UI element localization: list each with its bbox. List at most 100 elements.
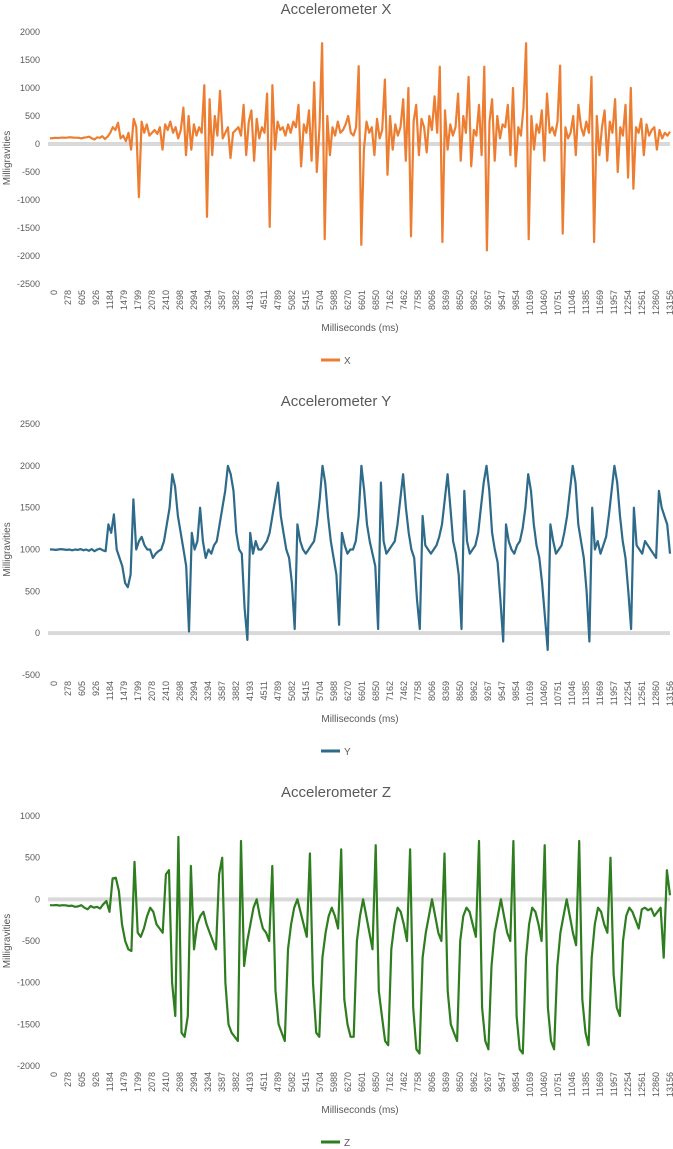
x-axis-title: Milliseconds (ms)	[321, 323, 398, 334]
x-tick-label: 13156	[665, 290, 673, 315]
x-tick-label: 4193	[245, 1072, 255, 1092]
legend: Y	[321, 747, 351, 758]
x-tick-label: 2078	[147, 1072, 157, 1092]
x-tick-label: 4789	[273, 290, 283, 310]
x-tick-label: 5082	[287, 681, 297, 701]
y-tick-label: 2500	[20, 419, 40, 429]
x-tick-label: 9547	[497, 681, 507, 701]
x-tick-label: 7462	[399, 290, 409, 310]
x-tick-label: 11385	[581, 681, 591, 705]
x-tick-label: 12561	[637, 681, 647, 706]
x-tick-label: 8369	[441, 1072, 451, 1092]
x-tick-label: 926	[91, 290, 101, 305]
x-tick-label: 8650	[455, 1072, 465, 1092]
x-tick-label: 8962	[469, 681, 479, 701]
y-tick-label: -1500	[17, 1019, 40, 1029]
x-tick-label: 7162	[385, 681, 395, 701]
y-tick-label: -2500	[17, 279, 40, 289]
y-tick-label: -500	[22, 670, 40, 680]
x-tick-label: 4511	[259, 290, 269, 309]
chart-x: Accelerometer X 2000 1500 1000 500 0 -500 -1000…	[2, 1, 673, 367]
x-tick-label: 2698	[175, 681, 185, 701]
x-tick-label: 10169	[525, 681, 535, 706]
x-tick-label: 605	[77, 290, 87, 305]
x-tick-label: 10460	[539, 290, 549, 315]
x-tick-label: 8369	[441, 290, 451, 310]
series-line-z	[49, 835, 672, 1055]
x-tick-label: 12561	[637, 1072, 647, 1097]
x-tick-label: 9547	[497, 1072, 507, 1092]
x-tick-label: 1799	[133, 290, 143, 310]
x-tick-label: 1184	[105, 290, 115, 309]
x-tick-label: 11669	[595, 681, 605, 705]
x-tick-label: 3587	[217, 681, 227, 701]
legend-label: Z	[344, 1138, 350, 1149]
x-tick-label: 2994	[189, 681, 199, 701]
y-axis-title: Milligravities	[2, 914, 13, 968]
chart-title: Accelerometer X	[281, 1, 392, 18]
x-tick-label: 6601	[357, 290, 367, 310]
x-tick-label: 11046	[567, 290, 577, 314]
x-tick-label: 1479	[119, 1072, 129, 1092]
y-tick-label: 1500	[20, 503, 40, 513]
x-tick-label: 8962	[469, 1072, 479, 1092]
x-tick-label: 7162	[385, 290, 395, 310]
x-tick-label: 3294	[203, 1072, 213, 1092]
x-tick-label: 2698	[175, 1072, 185, 1092]
x-tick-label: 1479	[119, 290, 129, 310]
x-tick-label: 5988	[329, 681, 339, 701]
x-tick-label: 4193	[245, 290, 255, 310]
chart-z: Accelerometer Z 1000 500 0 -500 -1000 -1500 -20…	[2, 784, 673, 1149]
x-tick-label: 2410	[161, 681, 171, 701]
x-tick-label: 5704	[315, 290, 325, 310]
x-tick-label: 11385	[581, 1072, 591, 1096]
x-tick-label: 13156	[665, 681, 673, 706]
x-tick-label: 8066	[427, 1072, 437, 1092]
chart-title: Accelerometer Z	[281, 784, 391, 801]
x-axis-title: Milliseconds (ms)	[321, 1105, 398, 1116]
legend: Z	[321, 1138, 350, 1149]
x-tick-label: 10169	[525, 290, 535, 315]
x-tick-label: 6270	[343, 290, 353, 310]
x-tick-label: 3882	[231, 290, 241, 310]
chart-title: Accelerometer Y	[281, 393, 392, 410]
x-tick-label: 5704	[315, 1072, 325, 1092]
x-tick-label: 1184	[105, 1072, 115, 1091]
x-tick-label: 8650	[455, 681, 465, 701]
y-axis-title: Milligravities	[2, 522, 13, 576]
x-tick-label: 8066	[427, 290, 437, 310]
x-tick-label: 6850	[371, 290, 381, 310]
x-tick-label: 3294	[203, 290, 213, 310]
x-tick-label: 5988	[329, 290, 339, 310]
x-tick-label: 11669	[595, 1072, 605, 1096]
y-tick-label: 0	[35, 139, 40, 149]
x-tick-label: 10751	[553, 1072, 563, 1097]
x-tick-label: 1184	[105, 681, 115, 700]
x-tick-label: 9267	[483, 681, 493, 701]
y-tick-label: 0	[35, 894, 40, 904]
x-tick-label: 2078	[147, 681, 157, 701]
x-tick-label: 8650	[455, 290, 465, 310]
y-tick-label: -2000	[17, 251, 40, 261]
x-tick-label: 3882	[231, 1072, 241, 1092]
x-tick-label: 6601	[357, 681, 367, 701]
x-tick-label: 9854	[511, 681, 521, 701]
y-tick-label: -1500	[17, 223, 40, 233]
x-tick-label: 4193	[245, 681, 255, 701]
x-tick-label: 278	[63, 681, 73, 696]
x-tick-label: 2994	[189, 290, 199, 310]
x-tick-label: 605	[77, 1072, 87, 1087]
y-tick-label: 2000	[20, 461, 40, 471]
x-tick-label: 12860	[651, 290, 661, 315]
x-tick-label: 5988	[329, 1072, 339, 1092]
y-tick-label: 1000	[20, 545, 40, 555]
x-tick-label: 3587	[217, 290, 227, 310]
y-tick-label: 1000	[20, 83, 40, 93]
x-tick-label: 1799	[133, 1072, 143, 1092]
x-tick-label: 926	[91, 1072, 101, 1087]
y-tick-label: 1000	[20, 811, 40, 821]
y-tick-label: 0	[35, 628, 40, 638]
x-tick-label: 3294	[203, 681, 213, 701]
x-tick-label: 278	[63, 1072, 73, 1087]
